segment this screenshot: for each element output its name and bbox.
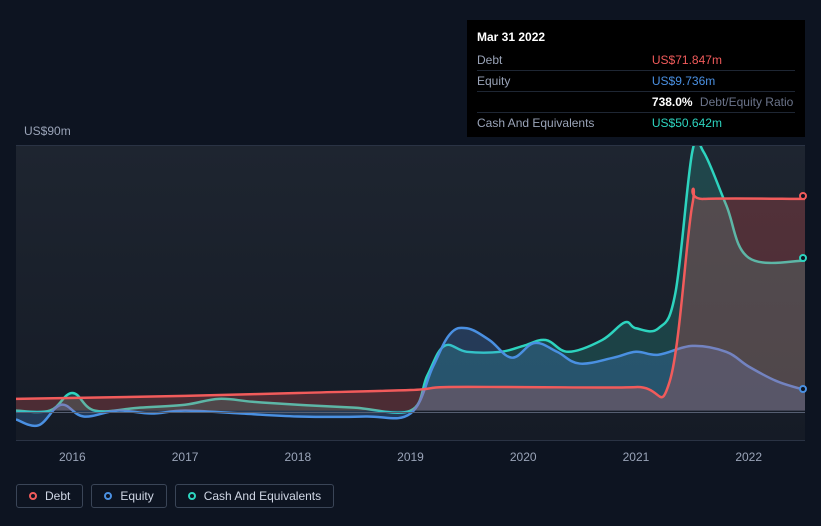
legend-label: Equity [120, 489, 153, 503]
legend-label: Cash And Equivalents [204, 489, 321, 503]
x-axis-label: 2020 [467, 450, 580, 464]
tooltip-row-label [477, 92, 652, 113]
legend-swatch-icon [29, 492, 37, 500]
financials-chart: Mar 31 2022 DebtUS$71.847mEquityUS$9.736… [0, 0, 821, 526]
x-axis-label: 2018 [241, 450, 354, 464]
legend-swatch-icon [188, 492, 196, 500]
legend-item-debt[interactable]: Debt [16, 484, 83, 508]
series-end-marker-cash [799, 254, 807, 262]
tooltip-table: DebtUS$71.847mEquityUS$9.736m738.0% Debt… [477, 50, 795, 133]
tooltip-row-label: Equity [477, 71, 652, 92]
legend-item-equity[interactable]: Equity [91, 484, 166, 508]
x-axis-label: 2021 [580, 450, 693, 464]
tooltip-row-label: Cash And Equivalents [477, 113, 652, 134]
legend-item-cash[interactable]: Cash And Equivalents [175, 484, 334, 508]
tooltip-title: Mar 31 2022 [477, 26, 795, 50]
zero-baseline [16, 412, 805, 413]
legend-label: Debt [45, 489, 70, 503]
tooltip-row-label: Debt [477, 50, 652, 71]
series-end-marker-debt [799, 192, 807, 200]
tooltip-row-value: US$71.847m [652, 50, 795, 71]
tooltip-row-value: US$9.736m [652, 71, 795, 92]
chart-tooltip: Mar 31 2022 DebtUS$71.847mEquityUS$9.736… [467, 20, 805, 137]
legend-swatch-icon [104, 492, 112, 500]
plot-area [16, 145, 805, 441]
x-axis-label: 2016 [16, 450, 129, 464]
y-axis-label: US$90m [24, 124, 71, 138]
tooltip-row-value: US$50.642m [652, 113, 795, 134]
x-axis-label: 2019 [354, 450, 467, 464]
legend: Debt Equity Cash And Equivalents [16, 484, 334, 508]
x-axis-label: 2022 [692, 450, 805, 464]
chart-svg [16, 146, 805, 440]
series-end-marker-equity [799, 385, 807, 393]
tooltip-row-value: 738.0% Debt/Equity Ratio [652, 92, 795, 113]
x-axis-label: 2017 [129, 450, 242, 464]
x-axis: 2016201720182019202020212022 [16, 450, 805, 464]
